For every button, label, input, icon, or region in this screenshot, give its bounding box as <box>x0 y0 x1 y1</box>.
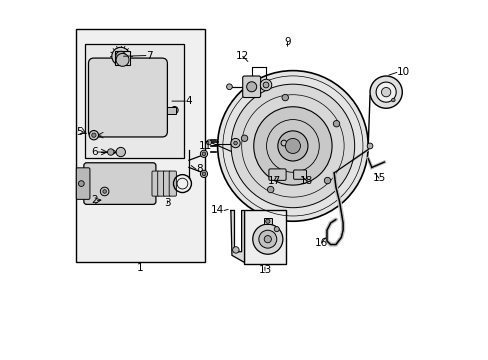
Circle shape <box>260 79 271 91</box>
Text: 3: 3 <box>164 198 170 208</box>
Circle shape <box>375 82 395 102</box>
Circle shape <box>206 140 211 145</box>
Circle shape <box>264 235 271 243</box>
Circle shape <box>366 143 372 149</box>
Bar <box>244 211 285 264</box>
Text: 16: 16 <box>314 238 327 248</box>
FancyBboxPatch shape <box>88 58 167 137</box>
Text: 2: 2 <box>91 195 97 206</box>
Text: 1: 1 <box>137 263 143 273</box>
Text: 11: 11 <box>199 141 212 151</box>
FancyBboxPatch shape <box>76 168 90 199</box>
Circle shape <box>231 84 354 208</box>
Circle shape <box>333 121 339 127</box>
Circle shape <box>202 172 205 176</box>
Circle shape <box>381 87 390 97</box>
Text: 10: 10 <box>396 67 409 77</box>
Text: 4: 4 <box>185 96 192 106</box>
Circle shape <box>116 53 129 66</box>
Circle shape <box>274 226 279 231</box>
Polygon shape <box>230 211 244 262</box>
Bar <box>85 44 183 158</box>
Circle shape <box>258 230 276 248</box>
FancyBboxPatch shape <box>152 171 159 196</box>
Circle shape <box>285 138 300 153</box>
Circle shape <box>324 177 330 184</box>
Circle shape <box>112 47 129 65</box>
Bar <box>167 107 176 114</box>
Circle shape <box>253 107 331 185</box>
Bar <box>76 30 204 262</box>
Circle shape <box>281 140 286 146</box>
Circle shape <box>241 135 247 141</box>
FancyBboxPatch shape <box>169 171 176 196</box>
Circle shape <box>230 138 240 148</box>
Circle shape <box>265 219 269 224</box>
Circle shape <box>267 186 273 193</box>
Circle shape <box>282 94 288 101</box>
Circle shape <box>233 141 237 145</box>
Text: 8: 8 <box>196 164 203 174</box>
Circle shape <box>369 76 402 108</box>
Circle shape <box>107 149 114 155</box>
Circle shape <box>89 131 99 140</box>
Circle shape <box>217 71 367 221</box>
Circle shape <box>100 187 109 196</box>
Circle shape <box>200 170 207 177</box>
Text: 18: 18 <box>299 176 312 186</box>
Circle shape <box>226 84 232 90</box>
Text: 17: 17 <box>267 176 280 186</box>
FancyBboxPatch shape <box>163 171 170 196</box>
Text: 12: 12 <box>236 51 249 61</box>
Circle shape <box>171 107 178 114</box>
Circle shape <box>232 247 239 253</box>
Circle shape <box>391 98 394 102</box>
Circle shape <box>116 147 125 157</box>
Text: 13: 13 <box>258 265 271 275</box>
Circle shape <box>78 181 84 186</box>
FancyBboxPatch shape <box>268 169 285 180</box>
Text: 7: 7 <box>145 50 152 60</box>
FancyBboxPatch shape <box>83 163 156 204</box>
Bar <box>263 218 271 224</box>
Circle shape <box>116 51 125 61</box>
Text: 9: 9 <box>284 37 290 47</box>
Circle shape <box>263 82 268 88</box>
Text: 15: 15 <box>371 173 385 183</box>
Circle shape <box>202 152 205 156</box>
Circle shape <box>246 82 256 92</box>
Circle shape <box>277 131 307 161</box>
Bar <box>115 51 129 65</box>
Circle shape <box>92 133 96 137</box>
Text: 14: 14 <box>210 206 224 216</box>
FancyBboxPatch shape <box>158 171 164 196</box>
FancyBboxPatch shape <box>242 76 260 98</box>
Text: 6: 6 <box>91 147 97 157</box>
Circle shape <box>102 190 106 193</box>
Text: 5: 5 <box>76 127 82 136</box>
Circle shape <box>200 150 207 157</box>
Circle shape <box>252 224 282 254</box>
FancyBboxPatch shape <box>293 170 306 179</box>
